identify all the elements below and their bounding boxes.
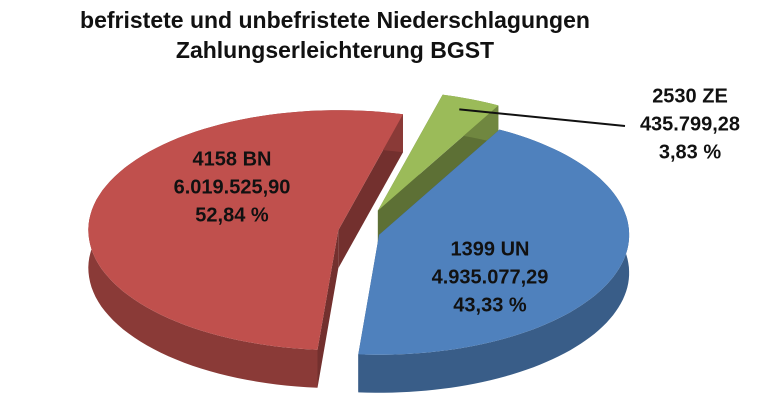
slice-label: 2530 ZE bbox=[652, 85, 728, 107]
value-label: 52,84 % bbox=[195, 204, 269, 226]
slice-wall bbox=[338, 114, 403, 269]
chart-title: befristete und unbefristete Niederschlag… bbox=[80, 7, 590, 33]
amount-label: 6.019.525,90 bbox=[174, 176, 291, 198]
slice-side bbox=[358, 129, 630, 393]
slice-label: 4158 BN bbox=[193, 148, 272, 170]
slice bbox=[377, 94, 499, 211]
slice-wall bbox=[317, 230, 339, 388]
leader-line bbox=[459, 108, 626, 127]
slice bbox=[358, 129, 630, 355]
slice-label: 1399 UN bbox=[451, 238, 530, 260]
amount-label: 435.799,28 bbox=[640, 113, 740, 135]
slice bbox=[88, 110, 404, 350]
chart-title: Zahlungserleichterung BGST bbox=[176, 37, 494, 63]
value-label: 43,33 % bbox=[453, 294, 527, 316]
value-label: 3,83 % bbox=[659, 141, 721, 163]
amount-label: 4.935.077,29 bbox=[432, 266, 549, 288]
